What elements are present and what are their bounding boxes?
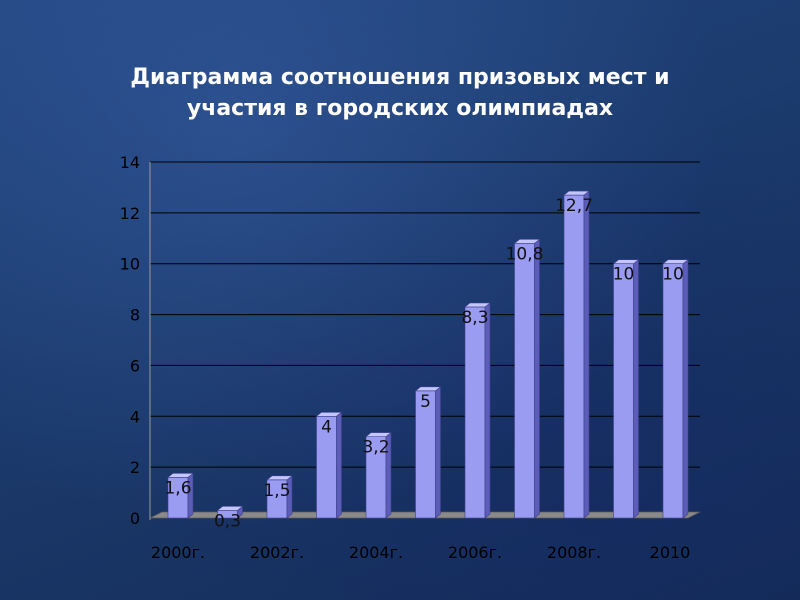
bar-side xyxy=(583,190,590,519)
bar-top xyxy=(266,475,293,481)
bar-front xyxy=(662,263,684,519)
y-tick-label: 4 xyxy=(130,407,140,426)
data-label: 1,6 xyxy=(164,478,191,498)
y-tick-label: 10 xyxy=(120,255,140,274)
bar xyxy=(563,190,590,519)
data-label: 10 xyxy=(662,265,684,285)
data-label: 5 xyxy=(420,392,431,412)
bar xyxy=(662,259,689,519)
bar-side xyxy=(633,259,639,519)
bar-top xyxy=(612,259,640,265)
data-label: 3,2 xyxy=(362,438,389,458)
y-tick-label: 8 xyxy=(130,306,140,325)
data-label: 4 xyxy=(321,417,332,437)
chart-title-line-2: участия в городских олимпиадах xyxy=(186,96,614,121)
bar-top xyxy=(563,190,590,196)
bar-front xyxy=(464,306,486,519)
data-label: 12,7 xyxy=(555,196,593,216)
chart-title-line-1: Диаграмма соотношения призовых мест и xyxy=(130,65,670,90)
data-label: 1,5 xyxy=(263,481,290,501)
bar xyxy=(464,302,491,519)
bar-side xyxy=(484,302,491,519)
y-tick-label: 6 xyxy=(130,356,140,375)
bar-front xyxy=(514,243,535,519)
bar-top xyxy=(662,259,689,265)
bar xyxy=(612,259,640,519)
bar xyxy=(167,472,194,519)
x-tick-label: 2008г. xyxy=(547,543,601,562)
bar-top xyxy=(365,432,392,437)
bar-side xyxy=(336,411,342,519)
x-axis: 2000г. 2002г. 2004г. 2006г. 2008г. 2010 xyxy=(151,543,690,562)
y-tick-label: 14 xyxy=(120,153,140,172)
bar-top xyxy=(464,302,491,308)
bar xyxy=(266,475,293,519)
data-label: 10,8 xyxy=(506,244,544,264)
chart-title: Диаграмма соотношения призовых мест и уч… xyxy=(60,62,740,124)
grid-layer xyxy=(150,161,700,468)
bar-top xyxy=(315,411,343,417)
data-label: 0,3 xyxy=(214,511,241,531)
bar-top xyxy=(513,239,541,244)
bar-side xyxy=(435,386,441,519)
data-label: 10 xyxy=(613,265,635,285)
x-tick-label: 2002г. xyxy=(250,543,304,562)
bars-layer xyxy=(167,190,689,519)
bar-front xyxy=(563,194,585,519)
bar-front xyxy=(613,263,634,519)
x-tick-label: 2004г. xyxy=(349,543,403,562)
bar xyxy=(315,411,343,519)
x-tick-label: 2010 xyxy=(650,543,691,562)
bar-side xyxy=(682,259,689,519)
bar-top xyxy=(414,386,442,392)
bar-top xyxy=(167,473,194,478)
bar xyxy=(414,386,442,519)
y-tick-label: 0 xyxy=(130,509,140,528)
y-tick-label: 2 xyxy=(130,458,140,477)
bar xyxy=(513,238,541,519)
bar xyxy=(216,505,244,519)
y-tick-label: 12 xyxy=(120,204,140,223)
data-label: 8,3 xyxy=(461,308,488,328)
x-tick-label: 2000г. xyxy=(151,543,205,562)
bar xyxy=(365,432,392,519)
x-tick-label: 2006г. xyxy=(448,543,502,562)
y-axis: 0 2 4 6 8 10 12 14 xyxy=(120,153,151,528)
bar-top xyxy=(216,506,244,511)
data-labels-layer: 1,6 0,3 1,5 4 3,2 5 8,3 10,8 12,7 10 10 xyxy=(164,196,683,531)
bar-side xyxy=(534,238,540,519)
